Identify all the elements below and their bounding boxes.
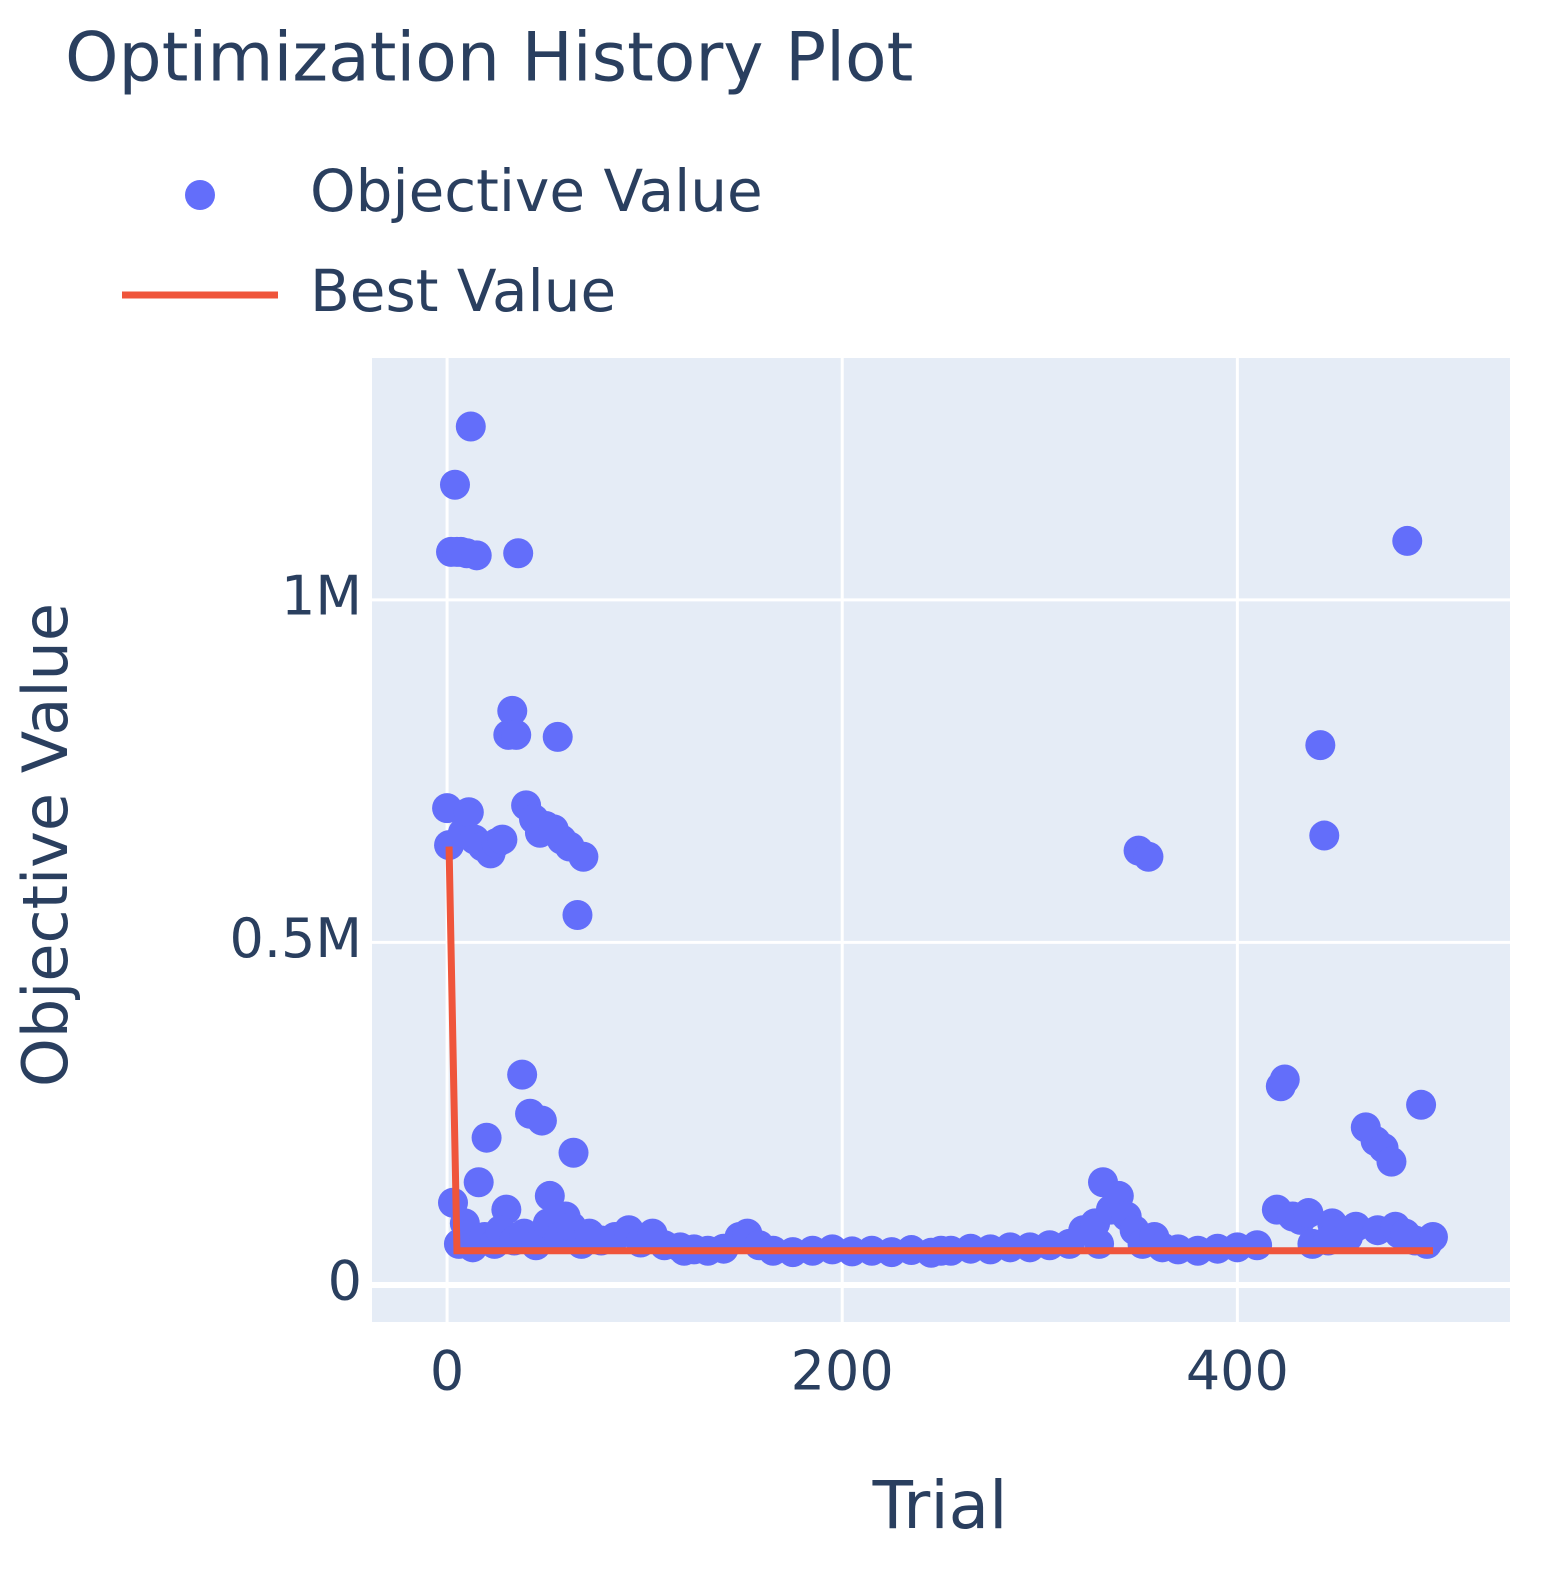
data-point — [487, 824, 518, 855]
legend-label: Best Value — [310, 257, 616, 325]
data-point — [542, 721, 573, 752]
data-point — [463, 1167, 494, 1198]
data-point — [471, 1122, 502, 1153]
data-point — [562, 900, 593, 931]
data-point — [558, 1137, 589, 1168]
data-point — [503, 538, 534, 569]
x-axis-title: Trial — [872, 1467, 1008, 1544]
data-point — [1390, 1218, 1421, 1249]
data-point — [501, 719, 532, 750]
data-point — [497, 695, 528, 726]
data-point — [534, 1180, 565, 1211]
y-axis-title: Objective Value — [9, 603, 82, 1087]
data-point — [1305, 730, 1336, 761]
chart-title: Optimization History Plot — [65, 19, 913, 98]
data-point — [1269, 1064, 1300, 1095]
data-point — [1376, 1146, 1407, 1177]
data-point — [461, 540, 492, 571]
data-point — [453, 797, 484, 828]
y-tick-label: 0 — [328, 1250, 362, 1313]
data-point — [1309, 820, 1340, 851]
data-point — [1392, 525, 1423, 556]
data-point — [455, 411, 486, 442]
y-tick-label: 0.5M — [230, 907, 362, 970]
data-point — [1293, 1198, 1324, 1229]
data-point — [1417, 1222, 1448, 1253]
x-tick-label: 0 — [430, 1340, 464, 1403]
x-tick-label: 400 — [1186, 1340, 1289, 1403]
x-tick-label: 200 — [791, 1340, 894, 1403]
data-point — [526, 1105, 557, 1136]
best-value-line — [445, 846, 1433, 1255]
data-point — [1406, 1089, 1437, 1120]
data-point — [507, 1059, 538, 1090]
data-point — [1084, 1228, 1115, 1259]
data-point — [1133, 841, 1164, 872]
y-tick-label: 1M — [281, 564, 362, 627]
legend-label: Objective Value — [310, 157, 763, 225]
data-point — [568, 841, 599, 872]
legend-marker — [185, 180, 215, 210]
data-point — [1242, 1230, 1273, 1261]
data-point — [439, 469, 470, 500]
